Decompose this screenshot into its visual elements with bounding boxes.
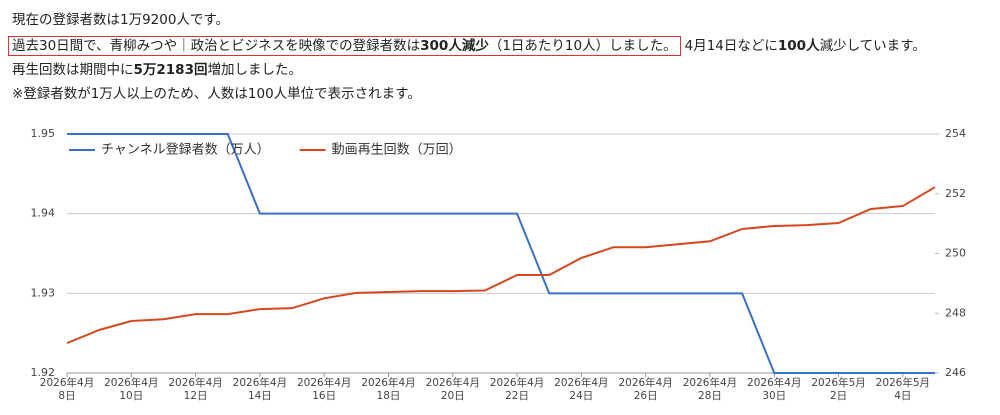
x-tick-label: 2026年4月 24日 xyxy=(554,377,609,402)
x-tick-label: 2026年4月 12日 xyxy=(168,377,223,402)
text: 再生回数は期間中に xyxy=(12,62,134,78)
x-tick-label: 2026年5月 2日 xyxy=(811,377,866,402)
y-tick-label: 1.95 xyxy=(31,127,56,140)
bold-text: 100人 xyxy=(777,38,820,54)
y2-tick-label: 254 xyxy=(945,127,966,140)
text: 4月14日などに xyxy=(684,38,778,54)
text: （1日あたり10人）しました。 xyxy=(488,38,677,54)
summary-line: 再生回数は期間中に5万2183回増加しました。 xyxy=(12,58,302,78)
x-tick-label: 2026年4月 20日 xyxy=(425,377,480,402)
y-tick-label: 1.94 xyxy=(31,207,56,220)
text: 過去30日間で、青柳みつや｜政治とビジネスを映像での登録者数は xyxy=(12,38,421,54)
x-tick-label: 2026年4月 26日 xyxy=(618,377,673,402)
text: ※登録者数が1万人以上のため、人数は100人単位で表示されます。 xyxy=(12,86,421,102)
y2-tick-label: 250 xyxy=(945,247,966,260)
y-tick-label: 1.93 xyxy=(31,286,56,299)
x-tick-label: 2026年4月 16日 xyxy=(296,377,352,402)
x-tick-label: 2026年4月 28日 xyxy=(682,377,738,402)
x-tick-label: 2026年4月 8日 xyxy=(39,377,95,402)
x-tick-label: 2026年4月 10日 xyxy=(104,377,159,402)
summary-line: 過去30日間で、青柳みつや｜政治とビジネスを映像での登録者数は300人減少（1日… xyxy=(8,34,926,56)
y2-tick-label: 246 xyxy=(945,366,966,379)
x-tick-label: 2026年4月 30日 xyxy=(747,377,802,402)
y2-tick-label: 248 xyxy=(945,306,966,319)
x-tick-label: 2026年4月 18日 xyxy=(361,377,416,402)
bold-text: 5万2183回 xyxy=(133,62,208,78)
text: 現在の登録者数は1万9200人です。 xyxy=(12,12,230,28)
x-tick-label: 2026年5月 4日 xyxy=(875,377,931,402)
highlight-box: 過去30日間で、青柳みつや｜政治とビジネスを映像での登録者数は300人減少（1日… xyxy=(8,36,681,56)
text: 増加しました。 xyxy=(207,62,302,78)
x-tick-label: 2026年4月 22日 xyxy=(489,377,545,402)
x-tick-label: 2026年4月 14日 xyxy=(232,377,288,402)
summary-line: ※登録者数が1万人以上のため、人数は100人単位で表示されます。 xyxy=(12,82,421,102)
legend-label: チャンネル登録者数（万人） xyxy=(101,143,270,158)
series-line xyxy=(67,133,935,374)
legend-label: 動画再生回数（万回） xyxy=(332,143,462,158)
y-tick-label: 1.92 xyxy=(31,366,56,379)
text: 減少しています。 xyxy=(819,38,926,54)
summary-line: 現在の登録者数は1万9200人です。 xyxy=(12,8,229,28)
series-line xyxy=(66,186,936,345)
y2-tick-label: 252 xyxy=(945,187,966,200)
bold-text: 300人減少 xyxy=(420,38,489,54)
